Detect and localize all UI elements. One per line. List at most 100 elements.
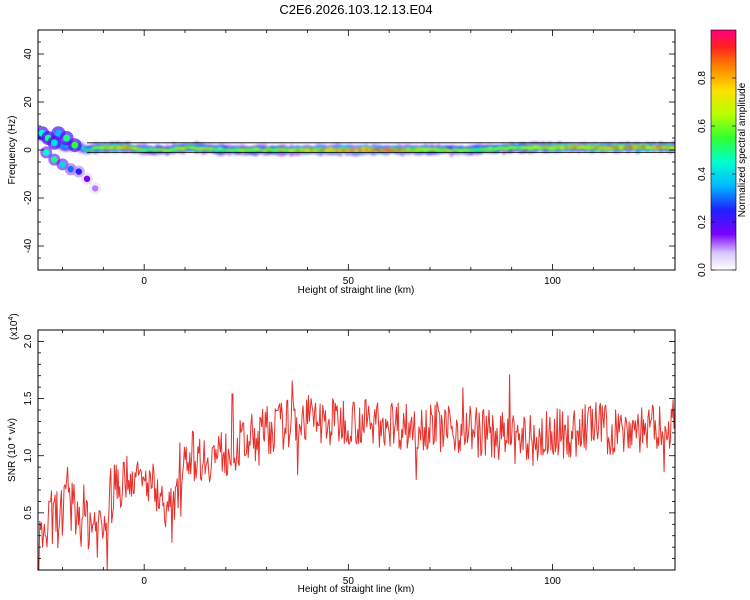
heat-cell: [501, 146, 506, 149]
heat-cell: [93, 146, 98, 149]
heat-cell: [420, 147, 425, 151]
x-tick-label: 100: [544, 276, 561, 287]
heat-cell: [224, 148, 229, 151]
spectrogram-heatmap: [38, 126, 679, 195]
heat-cell: [479, 147, 483, 151]
heat-cell: [119, 146, 124, 148]
heat-cell: [488, 147, 493, 150]
heat-cell: [449, 149, 454, 152]
x-tick-label: 0: [141, 276, 147, 287]
heat-cell: [201, 148, 206, 150]
snr-xlabel: Height of straight line (km): [298, 584, 415, 595]
heat-cell: [332, 148, 336, 150]
heat-cell: [403, 150, 408, 152]
heat-cell: [116, 146, 121, 149]
heat-cell: [521, 147, 526, 150]
frequency-axis-ticks: -40 -20 0 20 40: [23, 29, 675, 271]
ridge-peak-layer: [38, 134, 675, 152]
heat-cell: [214, 148, 219, 153]
heat-cell: [436, 148, 441, 151]
heat-cell: [675, 145, 679, 150]
blob-core: [54, 129, 62, 137]
heat-cell: [580, 146, 585, 148]
y-tick-label: 2.0: [23, 334, 34, 348]
heat-cell: [433, 149, 438, 151]
heat-cell: [648, 147, 653, 150]
heat-cell: [260, 148, 264, 151]
heat-cell: [675, 142, 679, 152]
heat-cell: [345, 149, 349, 152]
heat-cell: [361, 147, 366, 152]
heat-cell: [90, 146, 95, 150]
heat-cell: [338, 149, 343, 152]
heat-cell: [648, 145, 653, 149]
heat-cell: [292, 149, 297, 151]
colorbar-ticks: 0.0 0.2 0.4 0.6 0.8: [697, 71, 736, 277]
heat-cell: [416, 148, 421, 151]
heat-cell: [198, 148, 202, 150]
heat-cell: [642, 145, 647, 149]
heat-cell: [276, 147, 281, 151]
heat-cell: [498, 145, 503, 149]
heat-cell: [557, 146, 562, 149]
heat-cell: [452, 148, 457, 151]
heat-cell: [273, 148, 278, 153]
heat-cell: [465, 149, 470, 151]
heat-cell: [609, 146, 614, 151]
heat-cell: [83, 148, 88, 152]
heat-cell: [296, 149, 300, 151]
heat-cell: [482, 148, 487, 151]
heat-cell: [87, 149, 91, 152]
heat-cell: [188, 146, 193, 148]
heat-cell: [276, 149, 281, 151]
heat-cell: [214, 148, 219, 150]
heat-cell: [563, 145, 568, 149]
heat-cell: [528, 147, 532, 149]
snr-multiplier-base: (x10: [9, 320, 20, 340]
heat-cell: [142, 149, 147, 152]
x-tick-label: 100: [544, 576, 561, 587]
heat-cell: [325, 148, 330, 151]
heat-cell: [586, 147, 591, 150]
heat-cell: [433, 146, 438, 152]
heat-cell: [171, 147, 176, 149]
heat-cell: [652, 147, 656, 150]
heat-cell: [665, 144, 670, 149]
colorbar-label: Normalized spectral amplitude: [737, 82, 748, 217]
heat-cell: [534, 145, 539, 148]
heat-cell: [129, 145, 134, 150]
heat-cell: [351, 148, 356, 151]
heat-cell: [573, 147, 578, 150]
heat-cell: [514, 145, 519, 149]
heat-cell: [247, 148, 251, 153]
heat-cell: [269, 149, 274, 152]
heat-cell: [459, 149, 464, 152]
heat-cell: [312, 149, 317, 152]
heat-cell: [211, 146, 215, 150]
heat-cell: [194, 147, 199, 149]
heat-cell: [407, 148, 411, 151]
heat-cell: [492, 148, 496, 151]
x-tick-label: 0: [141, 576, 147, 587]
heat-cell: [397, 148, 402, 151]
heat-cell: [230, 149, 235, 151]
heat-cell: [371, 148, 376, 151]
heat-cell: [563, 146, 568, 149]
heat-cell: [139, 148, 144, 150]
heat-cell: [508, 146, 513, 149]
heat-cell: [423, 148, 428, 151]
heat-cell: [354, 148, 359, 151]
heat-cell: [498, 147, 503, 150]
colorbar-frame: [710, 29, 737, 271]
heat-cell: [158, 148, 163, 151]
heat-cell: [227, 148, 232, 151]
colorbar-tick-label: 0.0: [697, 263, 708, 277]
heat-cell: [426, 148, 431, 151]
heat-cell: [456, 149, 460, 151]
branch-point: [92, 185, 99, 192]
heat-cell: [263, 149, 268, 152]
heat-cell: [495, 147, 500, 150]
heat-cell: [612, 146, 617, 149]
heat-cell: [106, 147, 111, 150]
heat-cell: [266, 148, 271, 150]
